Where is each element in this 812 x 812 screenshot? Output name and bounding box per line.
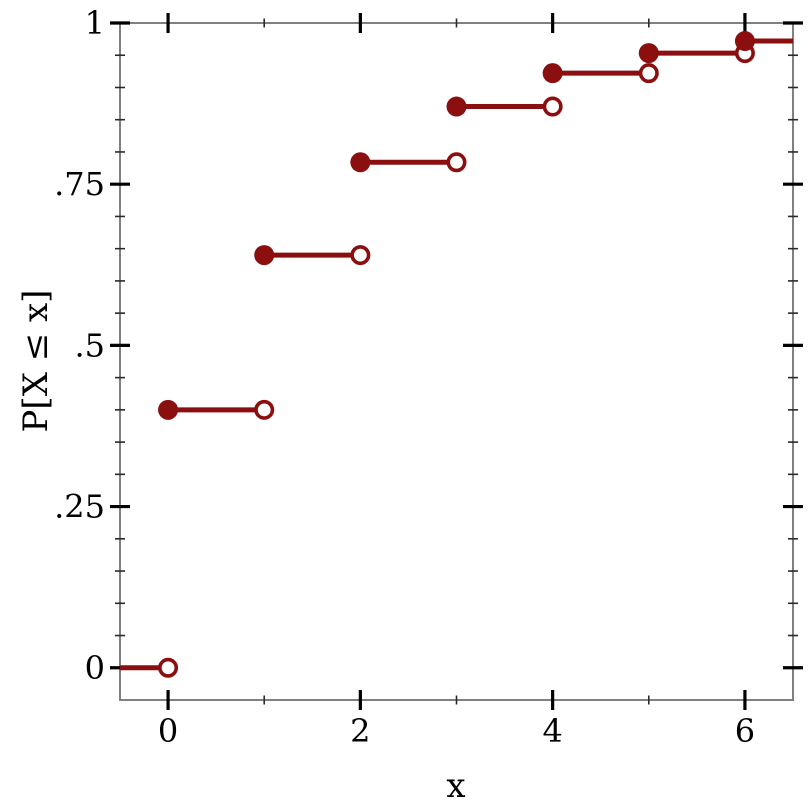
closed-point bbox=[638, 43, 659, 64]
x-tick-label: 0 bbox=[158, 712, 178, 750]
y-tick-label: .25 bbox=[54, 488, 105, 526]
x-axis-label: x bbox=[446, 766, 466, 806]
x-tick-label: 6 bbox=[735, 712, 755, 750]
open-point bbox=[254, 399, 275, 420]
closed-point bbox=[542, 63, 563, 84]
plot-frame bbox=[119, 22, 794, 701]
y-tick-label: .5 bbox=[74, 326, 105, 364]
closed-point bbox=[446, 96, 467, 117]
open-point bbox=[638, 63, 659, 84]
open-point bbox=[542, 96, 563, 117]
y-tick-label: 1 bbox=[85, 4, 105, 42]
closed-point bbox=[158, 399, 179, 420]
x-tick-label: 2 bbox=[350, 712, 370, 750]
y-tick-label: 0 bbox=[85, 649, 105, 687]
closed-point bbox=[734, 31, 755, 52]
y-tick-label: .75 bbox=[54, 165, 105, 203]
open-point bbox=[350, 245, 371, 266]
closed-point bbox=[350, 152, 371, 173]
open-point bbox=[446, 152, 467, 173]
x-tick-label: 4 bbox=[542, 712, 562, 750]
closed-point bbox=[254, 245, 275, 266]
y-axis-label: P[X ≤ x] bbox=[16, 289, 56, 433]
open-point bbox=[158, 657, 179, 678]
